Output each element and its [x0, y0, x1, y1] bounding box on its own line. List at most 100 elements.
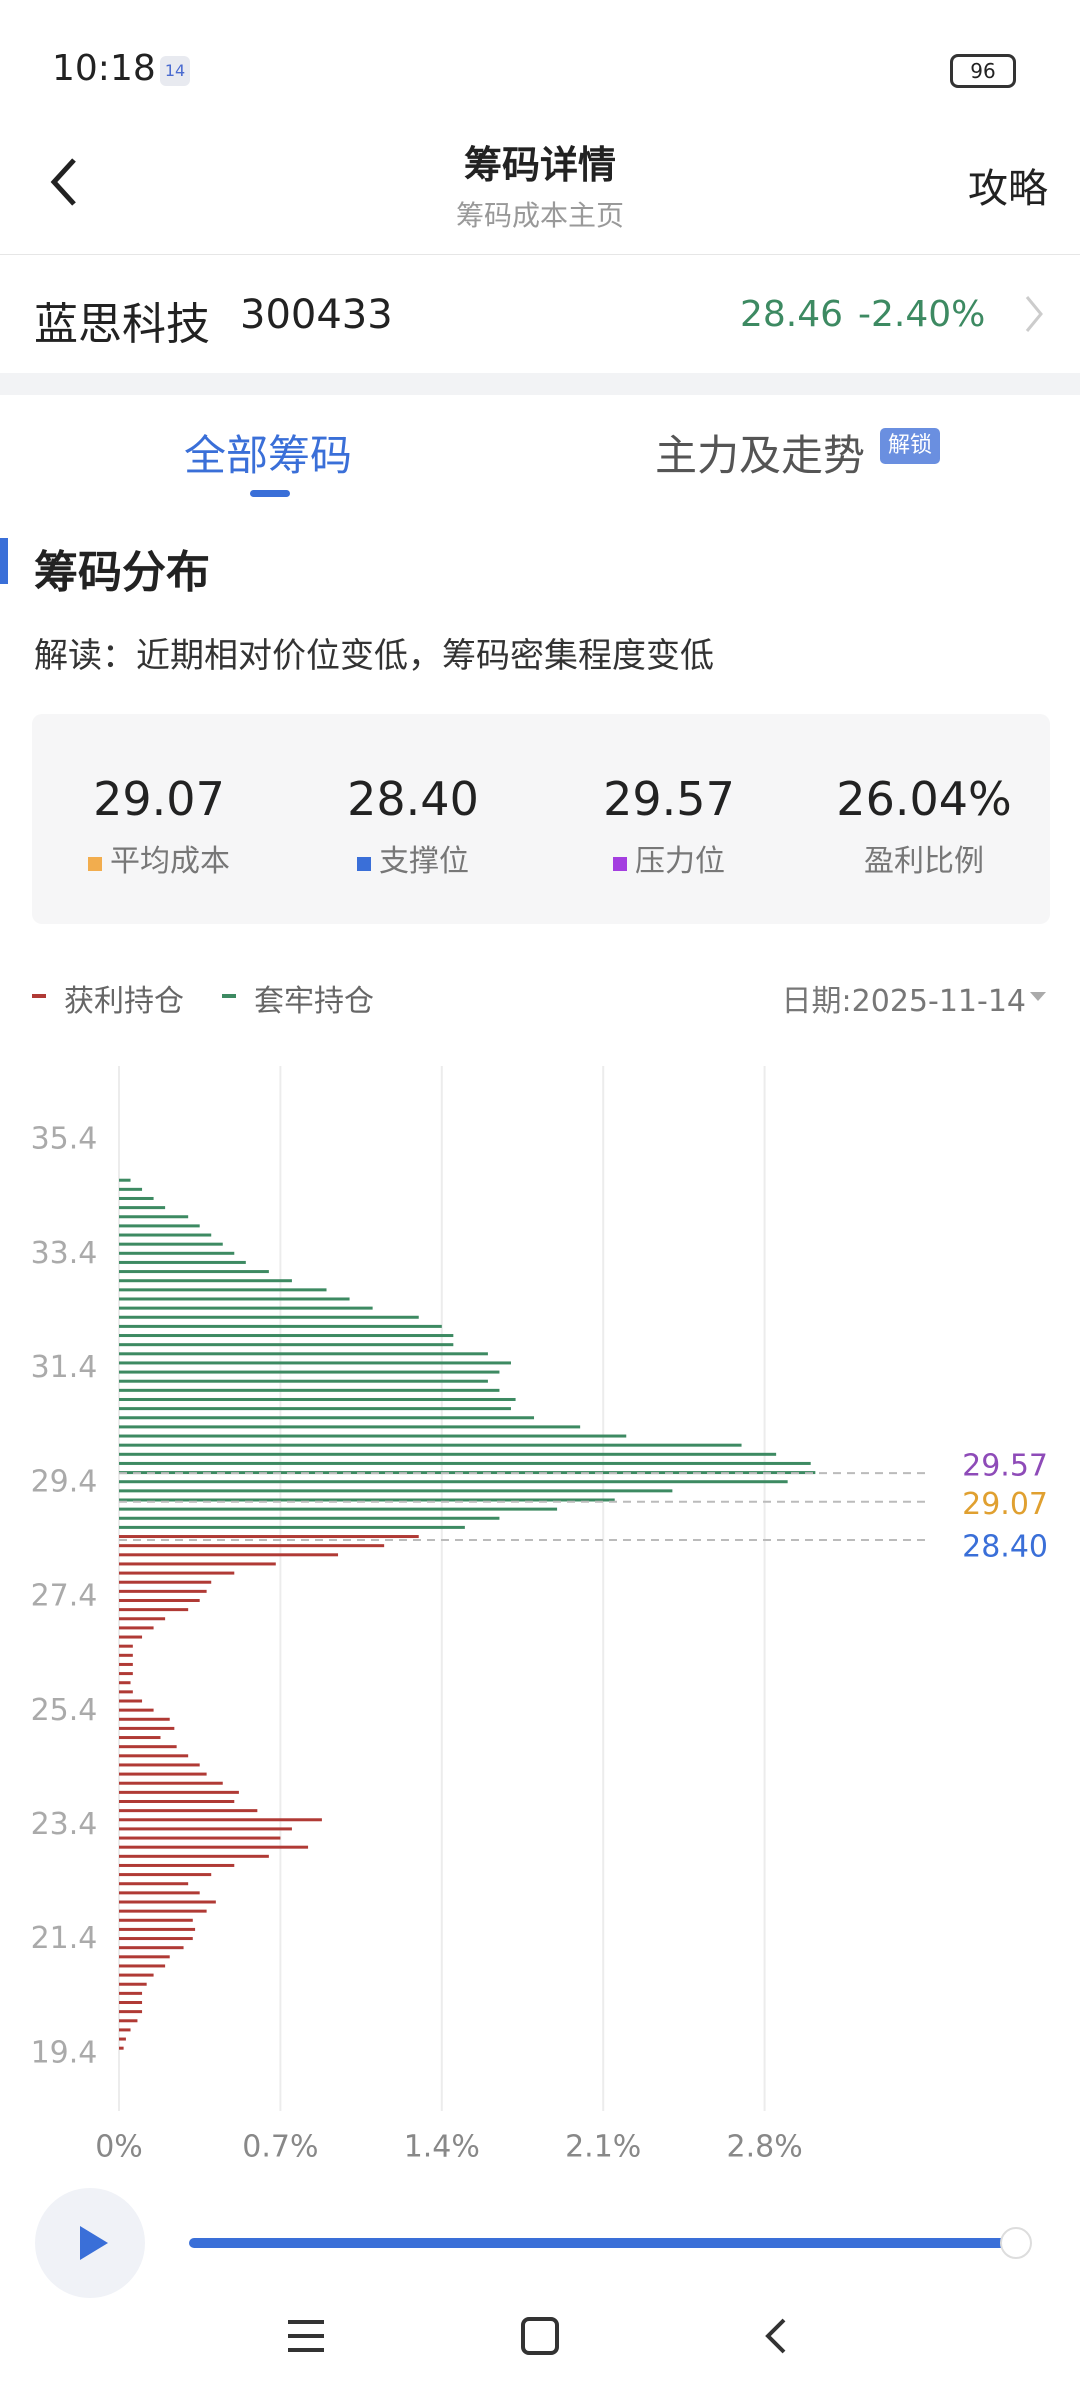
bar — [119, 1461, 811, 1465]
bar — [119, 1827, 292, 1831]
y-tick-label: 19.4 — [31, 2035, 98, 2070]
bar — [119, 1991, 143, 1995]
bar — [119, 1626, 154, 1630]
unlock-badge[interactable]: 解锁 — [880, 428, 941, 464]
tab-active[interactable]: 全部筹码 — [184, 431, 353, 480]
back-icon[interactable] — [50, 158, 76, 206]
bar — [119, 1927, 196, 1931]
y-tick-label: 27.4 — [31, 1579, 98, 1614]
home-icon[interactable] — [521, 2317, 559, 2355]
bar — [119, 1416, 535, 1420]
y-tick-label: 25.4 — [31, 1693, 98, 1728]
bar — [119, 1242, 223, 1246]
bar — [119, 1608, 189, 1612]
bar — [119, 1754, 189, 1758]
stat-label-text: 平均成本 — [110, 844, 230, 879]
date-selector[interactable]: 日期:2025-11-14 — [781, 984, 1026, 1019]
time: 10:18 — [52, 48, 156, 89]
x-tick-label: 2.8% — [726, 2130, 802, 2165]
bar — [119, 1726, 175, 1730]
bar — [119, 1480, 788, 1484]
stock-price: 28.46 — [740, 294, 844, 335]
bar — [119, 1690, 133, 1694]
nav-back-icon[interactable] — [765, 2318, 786, 2354]
bar — [119, 1535, 419, 1539]
bar — [119, 1946, 184, 1950]
section-title: 筹码分布 — [34, 547, 210, 598]
stat-label: 支撑位 — [283, 836, 543, 880]
stock-code: 300433 — [240, 292, 393, 338]
bar — [119, 1717, 170, 1721]
reference-label: 29.57 — [962, 1449, 1048, 1484]
bar — [119, 2001, 143, 2005]
subtitle-link[interactable]: 筹码成本主页 — [455, 199, 624, 232]
bar — [119, 2046, 124, 2050]
bar — [119, 1553, 339, 1557]
stock-name: 蓝思科技 — [34, 299, 210, 350]
play-icon — [80, 2226, 108, 2260]
bar — [119, 1443, 742, 1447]
bar — [119, 1434, 627, 1438]
bar — [119, 1388, 500, 1392]
tab[interactable]: 主力及走势 — [655, 431, 866, 480]
bar — [119, 1589, 207, 1593]
bar — [119, 1315, 419, 1319]
bar — [119, 2010, 143, 2014]
bar — [119, 1891, 200, 1895]
bar — [119, 1937, 193, 1941]
legend-swatch — [32, 994, 46, 998]
bar — [119, 1233, 212, 1237]
bar — [119, 1863, 235, 1867]
bar — [119, 1361, 511, 1365]
bar — [119, 1617, 166, 1621]
stat-label: 压力位 — [539, 836, 799, 880]
bar — [119, 1471, 816, 1475]
separator-band — [0, 373, 1080, 395]
bar — [119, 1498, 615, 1502]
bar — [119, 1708, 154, 1712]
stat-label: 平均成本 — [29, 836, 289, 880]
page-title: 筹码详情 — [463, 143, 616, 187]
y-tick-label: 29.4 — [31, 1464, 98, 1499]
bar — [119, 1562, 276, 1566]
bar — [119, 1187, 143, 1191]
stats-panel — [32, 714, 1050, 924]
legend-label: 获利持仓 — [64, 984, 184, 1019]
bar — [119, 1525, 465, 1529]
bar — [119, 1452, 777, 1456]
notification-badge: 14 — [160, 56, 190, 86]
bar — [119, 1900, 216, 1904]
bar — [119, 1809, 258, 1813]
y-tick-label: 31.4 — [31, 1350, 98, 1385]
bar — [119, 1763, 200, 1767]
bar — [119, 1598, 200, 1602]
bar — [119, 1772, 207, 1776]
bar — [119, 2028, 131, 2032]
bar — [119, 1799, 235, 1803]
y-tick-label: 21.4 — [31, 1921, 98, 1956]
bar — [119, 1251, 235, 1255]
strategy-link[interactable]: 攻略 — [968, 166, 1048, 212]
bar — [119, 1571, 235, 1575]
bar — [119, 1297, 350, 1301]
stat-label: 盈利比例 — [864, 844, 984, 879]
reference-label: 28.40 — [962, 1529, 1048, 1564]
bar — [119, 1260, 246, 1264]
x-tick-label: 1.4% — [404, 2130, 480, 2165]
bar — [119, 1699, 143, 1703]
stat-label-text: 支撑位 — [379, 844, 469, 879]
section-marker — [0, 538, 8, 584]
menu-icon[interactable] — [288, 2320, 324, 2352]
x-tick-label: 0% — [95, 2130, 143, 2165]
bar — [119, 1489, 673, 1493]
bar — [119, 1215, 189, 1219]
bar — [119, 1352, 488, 1356]
bar — [119, 1909, 207, 1913]
y-tick-label: 33.4 — [31, 1236, 98, 1271]
bar — [119, 1672, 133, 1676]
stat-value: 26.04% — [836, 772, 1012, 826]
slider-knob[interactable] — [1000, 2227, 1032, 2259]
bar — [119, 1918, 193, 1922]
stock-change: -2.40% — [858, 294, 986, 335]
